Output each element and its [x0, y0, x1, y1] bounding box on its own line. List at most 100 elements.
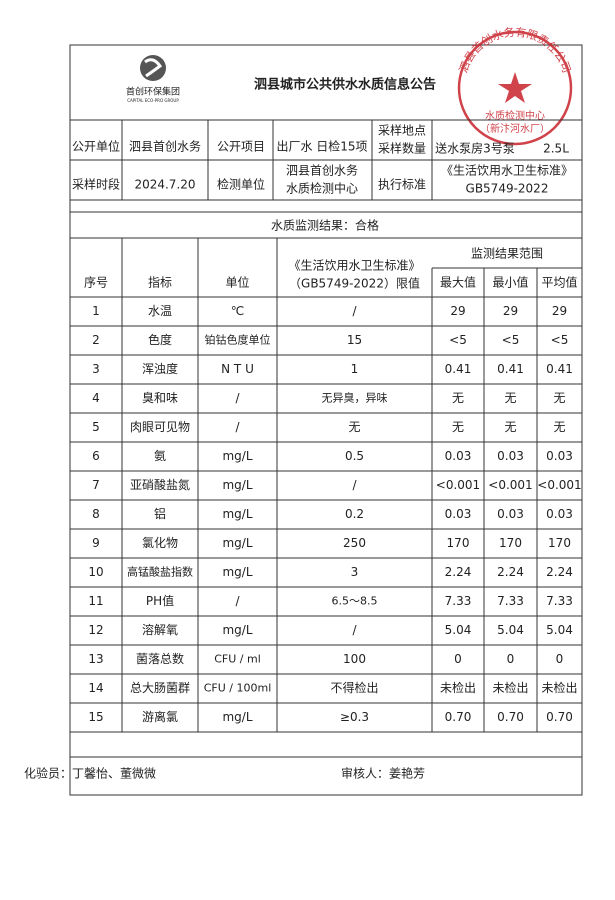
stamp-star: [498, 72, 532, 103]
info-label: 采样时段: [72, 177, 120, 192]
cell: 无: [553, 391, 565, 405]
table-frame: [69, 44, 583, 796]
info-value: 出厂水 日检15项: [276, 139, 367, 154]
info-label: 采样数量: [378, 141, 426, 156]
cell: <0.001: [537, 478, 581, 492]
cell: 0.03: [445, 449, 472, 463]
cell: 氨: [154, 449, 166, 463]
cell: 无: [348, 420, 360, 434]
cell: 9: [92, 536, 100, 550]
cell: 170: [499, 536, 522, 550]
cell: N T U: [221, 362, 254, 376]
cell: 15: [88, 710, 103, 724]
cell: 0.70: [546, 710, 573, 724]
cell: <5: [502, 333, 520, 347]
cell: mg/L: [222, 565, 252, 579]
tester: 化验员：丁馨怡、董微微: [24, 766, 156, 781]
info-value: 《生活饮用水卫生标准》: [441, 164, 573, 178]
cell: CFU / ml: [214, 653, 261, 666]
cell: 7: [92, 478, 100, 492]
cell: /: [352, 623, 357, 637]
info-value: 泗县首创水务: [286, 163, 358, 178]
logo-text: 首创环保集团: [126, 86, 180, 98]
cell: 0.41: [546, 362, 573, 376]
cell: 0.03: [546, 507, 573, 521]
doc-title: 泗县城市公共供水水质信息公告: [254, 77, 436, 93]
cell: <5: [551, 333, 569, 347]
cell: 3: [351, 565, 359, 579]
info-value: GB5749-2022: [466, 182, 549, 196]
logo-swirl: [144, 58, 163, 78]
stamp-line: 水质检测中心: [485, 109, 545, 122]
info-value: 泗县首创水务: [129, 139, 201, 154]
cell: 臭和味: [142, 390, 178, 405]
cell: 0.70: [445, 710, 472, 724]
cell: 1: [92, 304, 100, 318]
column-header: （GB5749-2022）限值: [289, 276, 420, 291]
cell: 2.24: [445, 565, 472, 579]
cell: 0.2: [345, 507, 364, 521]
cell: 0.03: [546, 449, 573, 463]
cell: 0: [556, 652, 564, 666]
info-label: 采样地点: [378, 123, 426, 138]
cell: 7.33: [546, 594, 573, 608]
cell: mg/L: [222, 478, 252, 492]
cell: 溶解氧: [142, 622, 178, 637]
cell: 不得检出: [330, 680, 378, 695]
cell: 11: [88, 594, 103, 608]
cell: 0.41: [445, 362, 472, 376]
info-label: 检测单位: [217, 177, 265, 192]
cell: mg/L: [222, 536, 252, 550]
cell: 氯化物: [142, 536, 178, 550]
cell: 高锰酸盐指数: [127, 565, 193, 579]
cell: 未检出: [541, 680, 577, 695]
cell: 水温: [148, 304, 172, 318]
cell: 未检出: [492, 680, 528, 695]
cell: 无异臭，异味: [322, 391, 388, 405]
cell: mg/L: [222, 449, 252, 463]
cell: /: [352, 478, 357, 492]
cell: 7.33: [445, 594, 472, 608]
cell: 6.5～8.5: [332, 595, 378, 608]
cell: 未检出: [440, 680, 476, 695]
column-header: 《生活饮用水卫生标准》: [288, 259, 420, 273]
cell: 2: [92, 333, 100, 347]
info-label: 执行标准: [378, 178, 426, 192]
cell: mg/L: [222, 623, 252, 637]
cell: /: [235, 391, 240, 405]
stamp-line: （新汴河水厂）: [480, 122, 550, 135]
cell: 6: [92, 449, 100, 463]
cell: 5: [92, 420, 100, 434]
cell: ≥0.3: [340, 710, 369, 724]
cell: 0.03: [497, 449, 524, 463]
cell: 7.33: [497, 594, 524, 608]
cell: /: [352, 304, 357, 318]
cell: 0: [507, 652, 515, 666]
cell: 29: [503, 304, 518, 318]
info-label: 公开单位: [72, 139, 120, 154]
cell: 170: [548, 536, 571, 550]
cell: 0.03: [497, 507, 524, 521]
cell: 10: [88, 565, 103, 579]
column-header: 最小值: [492, 275, 528, 290]
cell: 无: [504, 420, 516, 434]
cell: mg/L: [222, 507, 252, 521]
cell: 4: [92, 391, 100, 405]
cell: 铂钴色度单位: [205, 333, 271, 347]
info-label: 公开项目: [217, 140, 265, 154]
group-header: 监测结果范围: [471, 247, 543, 261]
cell: /: [235, 420, 240, 434]
cell: 0.41: [497, 362, 524, 376]
column-header: 指标: [148, 275, 172, 290]
cell: 12: [88, 623, 103, 637]
cell: 100: [343, 652, 366, 666]
column-header: 单位: [225, 275, 249, 290]
cell: PH值: [146, 593, 174, 608]
cell: 1: [351, 362, 359, 376]
cell: 5.04: [445, 623, 472, 637]
cell: 250: [343, 536, 366, 550]
cell: 铝: [154, 506, 166, 521]
cell: 0.03: [445, 507, 472, 521]
cell: 总大肠菌群: [130, 681, 190, 695]
stamp-circle: [457, 30, 573, 146]
